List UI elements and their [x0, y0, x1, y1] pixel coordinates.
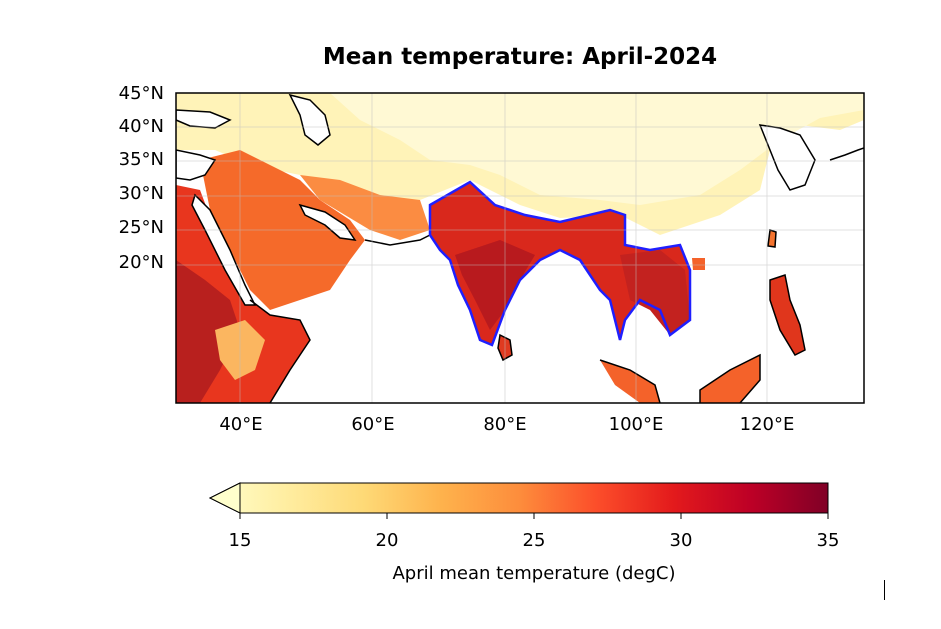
map-frame [175, 92, 865, 404]
black-sea [176, 109, 232, 129]
arabian-sea-coast [364, 234, 431, 246]
lat-label-40n: 40°N [118, 116, 164, 137]
colorbar-label-30: 30 [669, 530, 693, 551]
coastline-philippines [769, 274, 806, 356]
colorbar-label-35: 35 [816, 530, 840, 551]
colorbar-label-25: 25 [522, 530, 546, 551]
lat-label-45n: 45°N [118, 83, 164, 104]
coastline-taiwan [767, 228, 777, 248]
lon-label-120e: 120°E [739, 414, 795, 435]
land-plateau [330, 93, 864, 205]
land-iran [300, 175, 430, 240]
coastline-sumatra [599, 359, 661, 403]
persian-gulf [298, 203, 357, 241]
coastline-africa [249, 299, 311, 403]
yellow-sea [758, 124, 816, 191]
land-borneo [700, 355, 760, 403]
lon-label-60e: 60°E [351, 414, 395, 435]
colorbar-label-20: 20 [375, 530, 399, 551]
land-philippines [770, 275, 805, 355]
lat-label-20n: 20°N [118, 252, 164, 273]
coastline-borneo [699, 353, 761, 403]
coastline-sri-lanka [497, 333, 513, 362]
colorbar [208, 482, 829, 519]
mediterranean [176, 149, 217, 181]
lon-label-100e: 100°E [608, 414, 664, 435]
lat-label-35n: 35°N [118, 149, 164, 170]
colorbar-label-15: 15 [228, 530, 252, 551]
graticule [176, 93, 864, 403]
lat-label-30n: 30°N [118, 183, 164, 204]
land-africa-hot [176, 260, 240, 403]
map-title: Mean temperature: April-2024 [322, 44, 718, 70]
colorbar-extend-arrow [208, 482, 241, 514]
land-india-hot [455, 240, 535, 330]
lon-label-40e: 40°E [219, 414, 263, 435]
lat-label-25n: 25°N [118, 217, 164, 238]
text-cursor [884, 580, 885, 600]
caspian-sea [288, 93, 331, 146]
map-panel [176, 93, 864, 403]
colorbar-title: April mean temperature (degC) [392, 563, 676, 584]
highlighted-region-outline [428, 180, 692, 347]
land-mainland-sea [620, 250, 690, 335]
coastline-japan [829, 147, 864, 161]
land-hainan [692, 258, 705, 270]
land-sumatra [600, 360, 660, 403]
lon-label-80e: 80°E [483, 414, 527, 435]
colorbar-body [208, 482, 829, 514]
